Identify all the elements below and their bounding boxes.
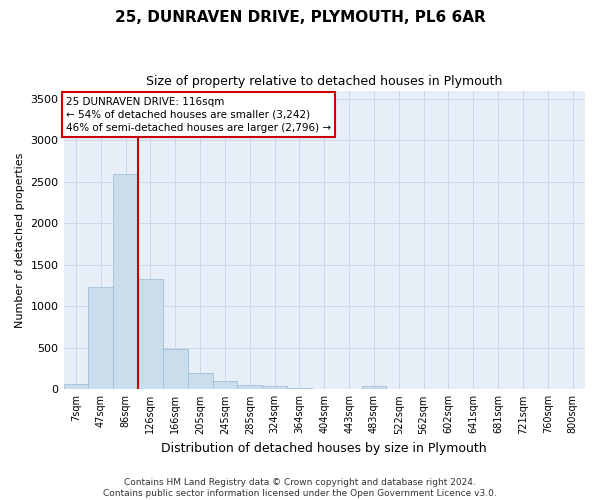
Bar bbox=[188, 373, 212, 390]
Bar bbox=[113, 174, 138, 390]
X-axis label: Distribution of detached houses by size in Plymouth: Distribution of detached houses by size … bbox=[161, 442, 487, 455]
Text: 25 DUNRAVEN DRIVE: 116sqm
← 54% of detached houses are smaller (3,242)
46% of se: 25 DUNRAVEN DRIVE: 116sqm ← 54% of detac… bbox=[66, 96, 331, 133]
Text: 25, DUNRAVEN DRIVE, PLYMOUTH, PL6 6AR: 25, DUNRAVEN DRIVE, PLYMOUTH, PL6 6AR bbox=[115, 10, 485, 25]
Title: Size of property relative to detached houses in Plymouth: Size of property relative to detached ho… bbox=[146, 75, 502, 88]
Text: Contains HM Land Registry data © Crown copyright and database right 2024.
Contai: Contains HM Land Registry data © Crown c… bbox=[103, 478, 497, 498]
Bar bbox=[88, 287, 113, 390]
Bar bbox=[287, 388, 312, 390]
Bar bbox=[64, 384, 88, 390]
Y-axis label: Number of detached properties: Number of detached properties bbox=[15, 152, 25, 328]
Bar bbox=[138, 279, 163, 390]
Bar bbox=[163, 348, 188, 390]
Bar bbox=[262, 386, 287, 390]
Bar bbox=[212, 380, 238, 390]
Bar bbox=[362, 386, 386, 390]
Bar bbox=[238, 384, 262, 390]
